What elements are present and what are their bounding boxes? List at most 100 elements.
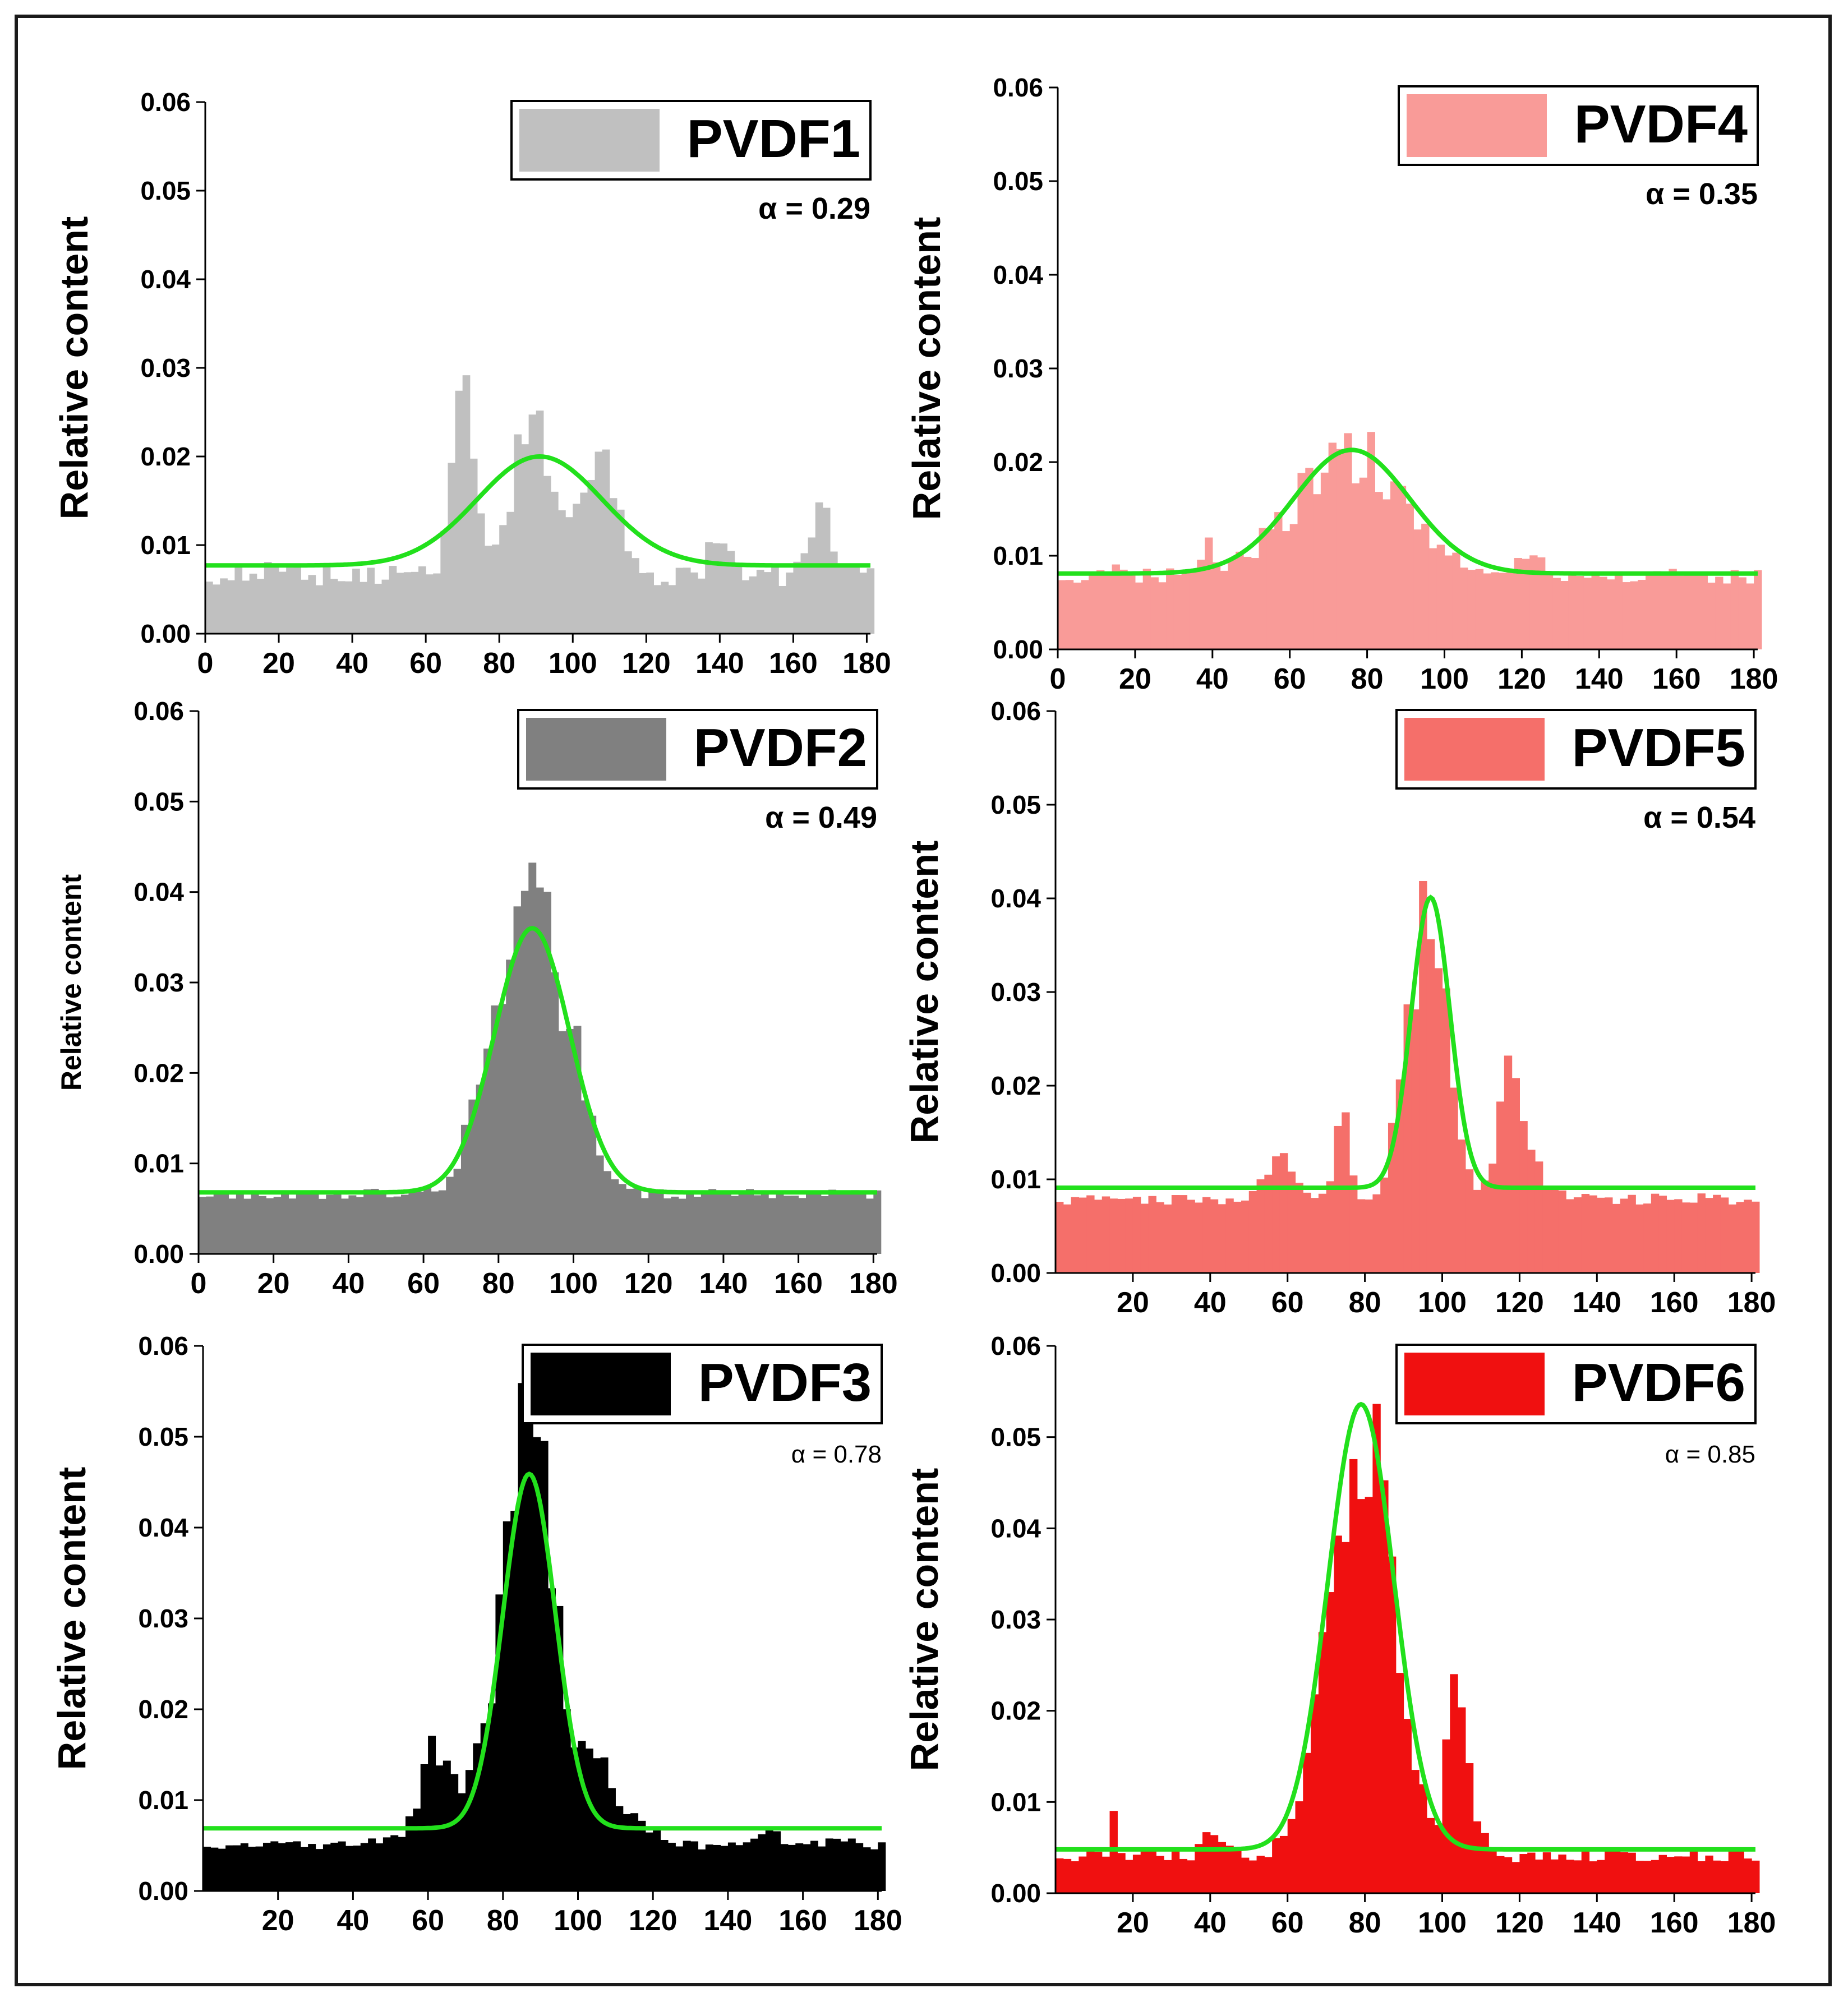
histogram-bar [595, 451, 603, 634]
histogram-bar [1458, 1140, 1466, 1273]
histogram-bar [1248, 1860, 1257, 1893]
x-tick-label: 100 [549, 647, 597, 680]
histogram-bar [1707, 582, 1716, 649]
histogram-bar [234, 566, 243, 634]
histogram-bar [867, 568, 875, 634]
histogram-bar [240, 1843, 248, 1891]
histogram-bar [624, 551, 632, 634]
histogram-bar [1382, 499, 1391, 649]
histogram-bar [1499, 573, 1507, 649]
histogram-bar [543, 476, 551, 634]
histogram-bar [1256, 1179, 1265, 1273]
histogram-bars [205, 375, 875, 634]
histogram-bar [587, 479, 596, 634]
histogram-bar [416, 1191, 424, 1254]
y-axis-title: Relative content [902, 841, 946, 1144]
x-tick-label: 140 [695, 647, 744, 680]
x-tick-label: 80 [1351, 663, 1384, 695]
histogram-bar [836, 1194, 844, 1254]
histogram-bar [1171, 1851, 1180, 1893]
histogram-bars [1056, 1404, 1760, 1893]
histogram-bar [1622, 582, 1631, 649]
histogram-bars [203, 1348, 886, 1891]
x-tick-label: 100 [549, 1267, 598, 1300]
histogram-bar [1421, 523, 1430, 649]
y-tick-label: 0.04 [990, 884, 1041, 913]
y-tick-label: 0.04 [133, 878, 184, 907]
x-tick-label: 60 [407, 1267, 440, 1300]
histogram-bar [418, 566, 426, 634]
histogram-bar [1674, 1199, 1683, 1273]
histogram-bar [1689, 1851, 1698, 1893]
histogram-bar [1511, 1078, 1520, 1273]
histogram-bar [1287, 1819, 1296, 1893]
histogram-bar [1365, 1199, 1373, 1273]
histogram-bar [603, 1171, 611, 1254]
legend-swatch [526, 718, 666, 781]
panel-pvdf4: 0.00 0.01 0.02 0.03 0.04 0.05 0.06 0 20 40 60 80 100… [905, 73, 1778, 695]
histogram-bar [256, 579, 265, 634]
histogram-bar [1140, 1203, 1149, 1273]
x-tick-label: 180 [854, 1904, 902, 1937]
histogram-bar [363, 1189, 372, 1254]
histogram-bar [1699, 573, 1708, 649]
alpha-annotation: α = 0.35 [1646, 177, 1758, 211]
y-axis-title: Relative content [902, 1468, 946, 1772]
histogram-bar [630, 1813, 639, 1891]
y-tick-label: 0.03 [140, 353, 191, 382]
y-tick-label: 0.06 [990, 696, 1041, 726]
histogram-bar [1225, 1846, 1234, 1893]
histogram-bar [1681, 1856, 1690, 1893]
histogram-bar [1195, 1844, 1203, 1893]
histogram-bar [566, 1029, 574, 1254]
y-tick-label: 0.02 [990, 1071, 1041, 1100]
histogram-bar [285, 1842, 294, 1891]
histogram-bar [1357, 1499, 1366, 1893]
histogram-bar [1715, 576, 1723, 649]
histogram-bar [1150, 577, 1159, 649]
histogram-bar [518, 1383, 526, 1891]
histogram-bar [1581, 1850, 1590, 1893]
histogram-bar [1272, 1156, 1280, 1273]
y-tick-label: 0.05 [990, 790, 1041, 819]
x-tick-label: 160 [774, 1267, 823, 1300]
histogram-bar [1241, 1200, 1250, 1273]
y-tick-label: 0.04 [138, 1513, 188, 1542]
histogram-bar [1411, 1009, 1420, 1273]
histogram-bar [315, 1849, 324, 1891]
histogram-bar [1436, 545, 1445, 649]
histogram-bar [753, 1195, 762, 1254]
y-tick-label: 0.03 [990, 1605, 1041, 1634]
histogram-bar [633, 1188, 642, 1254]
histogram-bar [426, 574, 434, 634]
legend-label: PVDF3 [698, 1353, 872, 1413]
histogram-bar [1210, 1199, 1219, 1273]
histogram-bar [338, 1841, 346, 1891]
histogram-bar [1334, 1125, 1342, 1273]
legend: PVDF5 [1395, 709, 1757, 790]
histogram-bar [390, 1835, 399, 1891]
histogram-bar [1403, 1719, 1412, 1893]
histogram-bar [499, 525, 507, 634]
histogram-bar [389, 566, 397, 634]
histogram-bar [1605, 1848, 1613, 1893]
histogram-bar [1318, 1193, 1327, 1273]
histogram-bar [1251, 558, 1260, 649]
histogram-bar [1365, 1497, 1373, 1893]
histogram-bar [1189, 571, 1197, 649]
histogram-bar [1279, 1153, 1288, 1273]
histogram-bar [720, 1846, 729, 1891]
histogram-bar [1575, 576, 1584, 649]
histogram-bar [1676, 575, 1685, 649]
fit-curve [203, 1471, 882, 1831]
histogram-bar [1744, 1200, 1752, 1273]
y-tick-label: 0.05 [990, 1423, 1041, 1452]
histogram-bar [1566, 1860, 1574, 1893]
histogram-bar [1272, 1838, 1280, 1893]
histogram-bar [646, 572, 655, 634]
histogram-bar [1591, 573, 1600, 649]
histogram-bar [1684, 574, 1693, 649]
histogram-bar [548, 1588, 556, 1891]
histogram-bar [506, 960, 514, 1254]
histogram-bar [749, 576, 757, 634]
